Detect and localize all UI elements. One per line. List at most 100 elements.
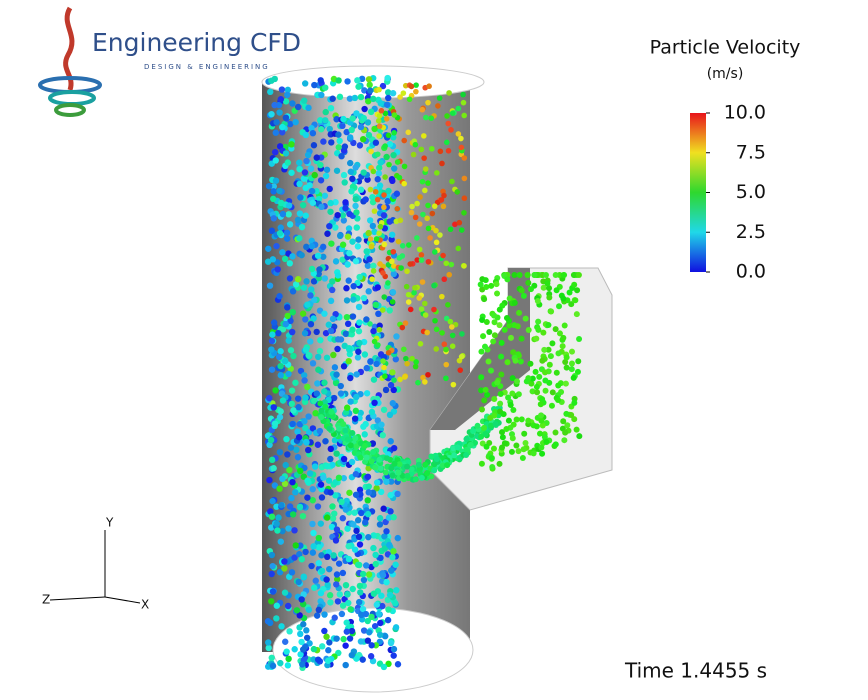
particle [461,155,468,161]
particle [386,591,394,599]
particle [357,409,364,417]
particle [333,571,341,578]
particle [417,194,423,200]
particle [276,448,284,456]
particle [393,333,400,340]
particle [376,515,384,522]
particle [335,77,342,84]
particle [352,196,359,203]
particle [405,129,412,136]
particle [504,276,511,283]
particle [510,406,517,413]
particle [422,312,429,318]
particle [285,202,293,209]
logo-ring [48,90,96,106]
particle [300,591,307,598]
particle [269,256,277,263]
particle [371,399,378,407]
particle [340,171,348,179]
particle [348,126,355,134]
particle [485,358,492,365]
particle [346,134,354,141]
particle [540,284,547,291]
particle [354,215,361,222]
particle [380,505,387,512]
particle [428,473,435,480]
particle [318,203,325,211]
particle [381,545,389,552]
particle [384,197,391,205]
particle [367,358,374,365]
particle [499,429,506,436]
particle [538,417,545,424]
particle [314,656,322,663]
particle [573,426,580,433]
particle [566,289,573,296]
particle [348,458,356,466]
particle [568,412,575,419]
particle [323,354,331,361]
particle [299,201,307,209]
particle [491,319,498,326]
particle [301,169,309,176]
particle [271,101,278,109]
particle [301,330,309,337]
particle [390,270,398,278]
particle [415,379,421,386]
particle [513,416,520,423]
particle [302,212,309,219]
particle [424,215,430,222]
particle [548,402,555,409]
particle [326,222,333,230]
particle [296,612,303,619]
particle [385,280,391,286]
particle [420,133,427,139]
particle [421,300,428,307]
particle [365,229,372,237]
particle [380,212,388,219]
particle [414,200,420,207]
particle [362,562,370,569]
particle [288,387,296,394]
particle [346,95,354,102]
particle [504,359,511,366]
particle [268,456,276,464]
particle [370,327,377,335]
particle [307,165,315,172]
particle [519,454,526,461]
particle [339,569,347,577]
particle [278,623,285,630]
particle [425,180,431,186]
particle [539,357,546,364]
particle [279,210,287,218]
particle [362,519,369,526]
particle [370,262,377,270]
particle [560,295,567,302]
particle [450,381,457,388]
particle [273,119,280,126]
particle [417,341,424,347]
particle [279,475,286,483]
particle [419,106,426,113]
particle [445,120,452,127]
particle [353,443,360,450]
particle [357,454,364,461]
particle [347,442,354,449]
particle [340,363,348,370]
particle [292,281,300,288]
particle [533,383,540,390]
particle [363,390,371,397]
particle [518,416,525,423]
particle [463,436,470,443]
particle [295,434,303,441]
particle [283,435,290,443]
logo-tagline: DESIGN & ENGINEERING [144,63,270,71]
particle [416,221,423,227]
particle [498,353,505,360]
particle [321,310,328,317]
particle [505,394,512,401]
particle [318,414,325,421]
particle [289,100,296,107]
particle [284,662,292,669]
particle [379,602,386,610]
